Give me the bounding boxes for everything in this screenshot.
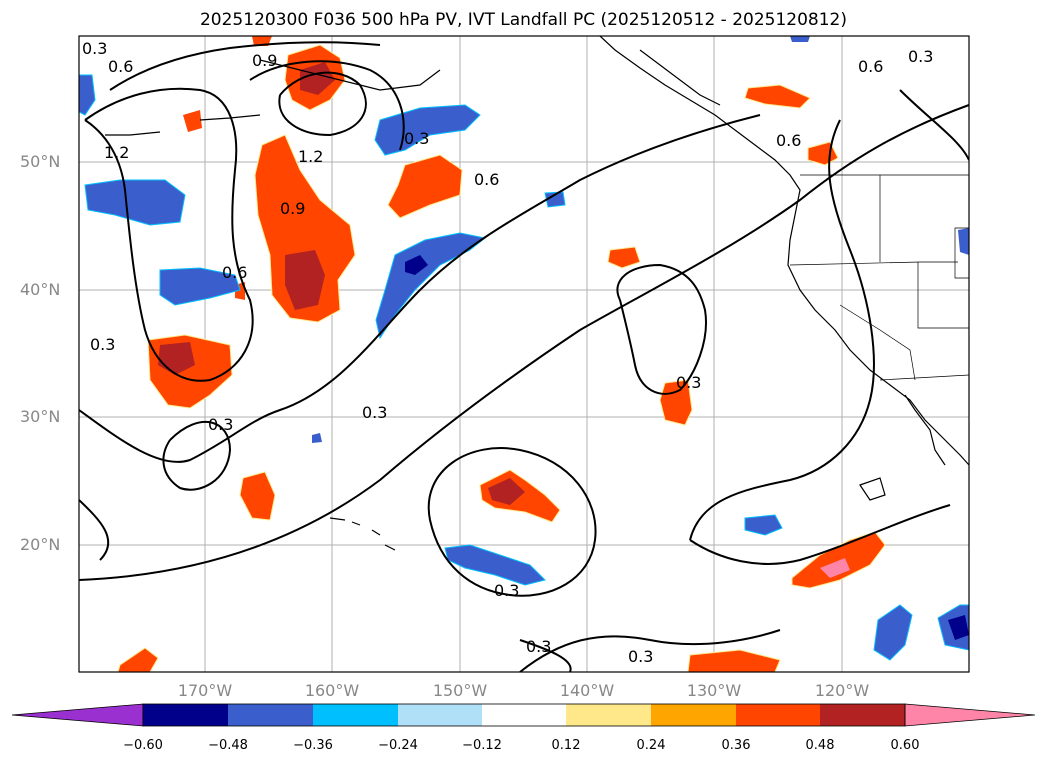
anomaly-negative xyxy=(744,514,783,536)
colorbar-segment xyxy=(482,704,566,726)
anomaly-negative xyxy=(948,615,969,640)
colorbar-segment xyxy=(651,704,736,726)
colorbar-tick: 0.12 xyxy=(551,738,581,753)
lon-label: 120°W xyxy=(814,681,870,700)
contour-label: 0.6 xyxy=(474,170,499,189)
lat-label: 30°N xyxy=(20,407,61,426)
map-frame xyxy=(78,35,970,673)
colorbar-segment xyxy=(398,704,482,726)
map-title: 2025120300 F036 500 hPa PV, IVT Landfall… xyxy=(199,10,847,30)
pv-contours xyxy=(79,41,969,672)
anomaly-negative xyxy=(84,179,186,226)
contour-label: 0.3 xyxy=(526,637,551,656)
anomaly-positive xyxy=(607,246,641,269)
anomaly-negative xyxy=(958,228,969,255)
colorbar-segment xyxy=(313,704,398,726)
anomaly-positive xyxy=(744,84,811,109)
contour-label: 0.6 xyxy=(222,263,247,282)
anomaly-negative xyxy=(790,36,810,42)
contour-label: 0.3 xyxy=(362,403,387,422)
contour-label: 0.3 xyxy=(208,415,233,434)
anomaly-negative xyxy=(312,433,322,443)
colorbar xyxy=(11,703,1036,727)
lon-label: 130°W xyxy=(686,681,742,700)
contour-labels: 0.3 0.6 0.9 1.2 0.3 0.6 0.9 1.2 0.6 0.3 … xyxy=(82,39,933,666)
contour-label: 1.2 xyxy=(104,143,129,162)
anomaly-negative xyxy=(375,232,487,340)
contour-label: 0.3 xyxy=(628,647,653,666)
contour-label: 0.3 xyxy=(676,373,701,392)
colorbar-segment xyxy=(143,704,228,726)
colorbar-segment xyxy=(736,704,820,726)
colorbar-tick: 0.60 xyxy=(890,738,920,753)
anomaly-negative xyxy=(444,544,546,586)
colorbar-tick: −0.60 xyxy=(123,738,163,753)
lon-label: 160°W xyxy=(304,681,360,700)
contour-label: 0.6 xyxy=(108,57,133,76)
positive-anomalies xyxy=(117,36,886,672)
colorbar-tick: 0.24 xyxy=(636,738,666,753)
anomaly-negative xyxy=(405,255,428,275)
colorbar-segment xyxy=(820,704,905,726)
anomaly-positive xyxy=(488,478,525,505)
contour-label: 0.3 xyxy=(908,47,933,66)
contour-label: 0.3 xyxy=(404,129,429,148)
anomaly-positive xyxy=(239,471,276,521)
lon-label: 150°W xyxy=(432,681,488,700)
colorbar-segment xyxy=(566,704,651,726)
lon-label: 170°W xyxy=(177,681,233,700)
lat-label: 20°N xyxy=(20,535,61,554)
lat-label: 50°N xyxy=(20,152,61,171)
colorbar-tick: −0.36 xyxy=(293,738,333,753)
contour-label: 0.9 xyxy=(280,199,305,218)
lon-label: 140°W xyxy=(559,681,615,700)
anomaly-positive xyxy=(285,250,325,310)
colorbar-tick: −0.48 xyxy=(208,738,248,753)
anomaly-positive xyxy=(687,649,781,672)
anomaly-negative xyxy=(159,267,241,306)
colorbar-tick: 0.48 xyxy=(805,738,835,753)
colorbar-tick: −0.12 xyxy=(462,738,502,753)
anomaly-positive xyxy=(820,558,850,578)
anomaly-positive xyxy=(183,110,202,132)
anomaly-positive xyxy=(254,134,356,323)
anomaly-negative xyxy=(544,191,566,208)
anomaly-positive xyxy=(387,154,463,219)
contour-label: 0.3 xyxy=(494,581,519,600)
state-borders xyxy=(789,174,969,381)
colorbar-tick: −0.24 xyxy=(378,738,418,753)
contour-label: 0.3 xyxy=(82,39,107,58)
colorbar-frame xyxy=(142,703,906,727)
anomaly-negative xyxy=(873,604,913,661)
contour-label: 1.2 xyxy=(298,147,323,166)
anomaly-negative xyxy=(79,74,96,116)
contour-label: 0.6 xyxy=(776,131,801,150)
anomaly-positive xyxy=(117,647,159,672)
colorbar-extend-min xyxy=(11,703,144,727)
contour-label: 0.9 xyxy=(252,51,277,70)
contour-label: 0.3 xyxy=(90,335,115,354)
anomaly-positive xyxy=(300,62,335,95)
colorbar-extend-max xyxy=(904,703,1036,727)
colorbar-segment xyxy=(228,704,313,726)
colorbar-tick: 0.36 xyxy=(721,738,751,753)
lat-label: 40°N xyxy=(20,280,61,299)
contour-label: 0.6 xyxy=(858,57,883,76)
